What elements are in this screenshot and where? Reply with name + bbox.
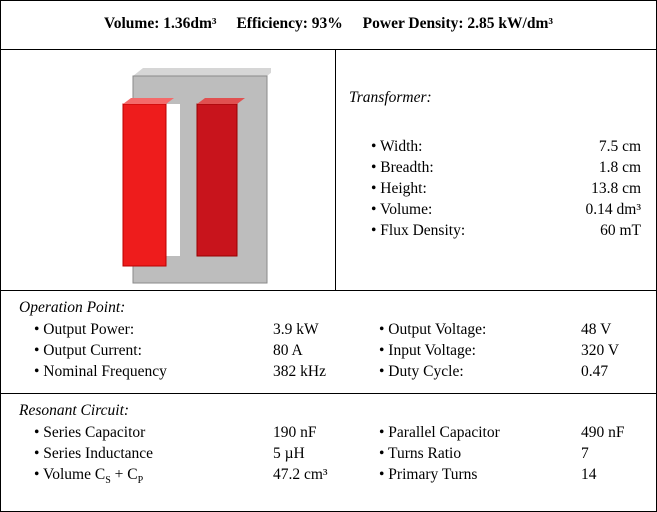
param-label: • Output Voltage: (379, 321, 486, 339)
text-part: • Volume C (34, 466, 105, 483)
header-item: Volume: 1.36dm³ (104, 15, 217, 32)
param-label: • Output Power: (34, 321, 134, 339)
param-value: 190 nF (273, 424, 317, 442)
param-value: 80 A (273, 342, 303, 360)
header-item: Efficiency: 93% (236, 15, 342, 32)
param-label: • Output Current: (34, 342, 142, 360)
spec-label: • Breadth: (371, 159, 434, 177)
spec-value: 1.8 cm (599, 159, 641, 177)
param-value: 0.47 (581, 363, 608, 381)
spec-value: 60 mT (600, 222, 641, 240)
spec-value: 13.8 cm (591, 180, 641, 198)
spec-label: • Width: (371, 138, 422, 156)
transformer-image (111, 66, 271, 291)
divider (335, 49, 336, 290)
section-title: Operation Point: (19, 299, 125, 317)
param-label: • Series Capacitor (34, 424, 145, 442)
divider (1, 49, 656, 50)
param-label: • Volume CS + CP (34, 466, 143, 490)
divider (1, 393, 656, 394)
param-value: 382 kHz (273, 363, 326, 381)
param-value: 47.2 cm³ (273, 466, 328, 484)
section-title: Transformer: (349, 89, 432, 107)
header-item: Power Density: 2.85 kW/dm³ (363, 15, 553, 32)
spec-value: 7.5 cm (599, 138, 641, 156)
spec-label: • Height: (371, 180, 427, 198)
param-label: • Turns Ratio (379, 445, 461, 463)
param-value: 490 nF (581, 424, 625, 442)
param-value: 5 µH (273, 445, 305, 463)
param-label: • Input Voltage: (379, 342, 476, 360)
divider (1, 290, 656, 291)
page: Volume: 1.36dm³ Efficiency: 93% Power De… (0, 0, 657, 512)
param-value: 14 (581, 466, 597, 484)
spec-value: 0.14 dm³ (586, 201, 641, 219)
spec-label: • Volume: (371, 201, 432, 219)
subscript: P (138, 475, 144, 486)
param-value: 48 V (581, 321, 611, 339)
section-title: Resonant Circuit: (19, 402, 129, 420)
param-label: • Series Inductance (34, 445, 153, 463)
param-label: • Parallel Capacitor (379, 424, 500, 442)
param-value: 320 V (581, 342, 619, 360)
text-part: + C (111, 466, 138, 483)
param-label: • Nominal Frequency (34, 363, 167, 381)
param-value: 3.9 kW (273, 321, 319, 339)
param-label: • Primary Turns (379, 466, 477, 484)
spec-label: • Flux Density: (371, 222, 465, 240)
header: Volume: 1.36dm³ Efficiency: 93% Power De… (1, 15, 656, 33)
param-label: • Duty Cycle: (379, 363, 464, 381)
param-value: 7 (581, 445, 589, 463)
